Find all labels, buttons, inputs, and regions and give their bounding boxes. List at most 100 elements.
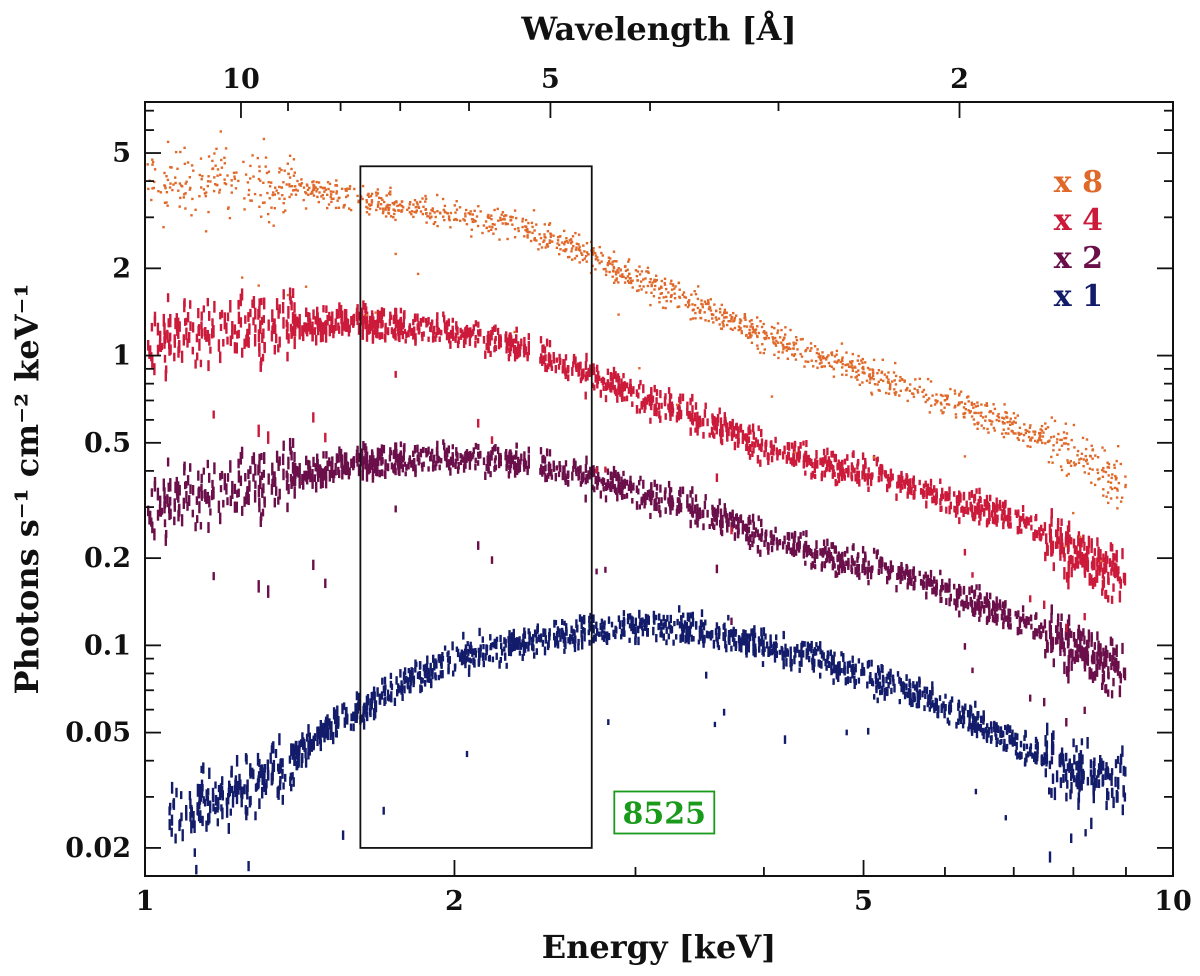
data-bar — [897, 481, 900, 487]
data-bar — [263, 342, 266, 350]
data-bar — [616, 394, 619, 403]
data-point — [636, 270, 640, 273]
data-bar — [444, 454, 447, 462]
data-bar — [887, 572, 891, 581]
data-bar — [933, 702, 936, 711]
data-bar — [446, 657, 450, 663]
data-point — [232, 171, 236, 174]
data-bar — [925, 500, 928, 509]
data-bar — [634, 637, 637, 646]
data-point — [578, 249, 582, 252]
data-bar — [403, 685, 406, 694]
data-bar — [730, 617, 733, 625]
data-point — [376, 203, 380, 206]
data-bar — [1069, 789, 1072, 800]
data-bar — [785, 544, 788, 554]
data-bar — [738, 644, 741, 652]
data-bar — [397, 327, 400, 334]
data-bar — [574, 356, 577, 365]
data-bar — [612, 384, 615, 390]
data-bar — [570, 634, 573, 640]
data-point — [1029, 424, 1032, 427]
data-bar — [499, 334, 502, 342]
data-bar — [369, 698, 372, 709]
data-point — [922, 388, 926, 392]
data-bar — [198, 800, 201, 810]
data-bar — [542, 454, 545, 464]
data-bar — [1053, 787, 1057, 801]
data-bar — [854, 567, 857, 575]
data-bar — [332, 731, 335, 745]
data-bar — [434, 335, 437, 342]
data-point — [526, 234, 529, 237]
data-bar — [834, 545, 837, 554]
data-bar — [361, 329, 364, 340]
data-bar — [826, 655, 829, 664]
data-bar — [675, 415, 679, 423]
data-bar — [877, 568, 880, 575]
data-bar — [166, 457, 170, 467]
data-bar — [727, 634, 731, 641]
data-bar — [261, 508, 265, 517]
data-bar — [675, 508, 679, 516]
data-bar — [271, 309, 274, 323]
data-point — [479, 210, 482, 213]
data-bar — [496, 327, 500, 336]
data-bar — [543, 629, 546, 637]
data-bar — [607, 616, 611, 624]
data-bar — [627, 613, 630, 622]
data-bar — [311, 329, 314, 342]
data-bar — [362, 712, 365, 723]
data-bar — [1050, 612, 1053, 624]
data-bar — [459, 453, 462, 459]
data-bar — [813, 557, 816, 564]
data-point — [1041, 441, 1044, 445]
data-bar — [1065, 531, 1068, 539]
data-bar — [979, 610, 982, 618]
data-bar — [163, 487, 166, 500]
data-bar — [966, 602, 970, 608]
data-bar — [931, 587, 934, 595]
data-point — [214, 183, 217, 186]
data-bar — [775, 650, 778, 658]
data-point — [1009, 417, 1012, 420]
data-bar — [1067, 655, 1070, 663]
data-bar — [1068, 628, 1071, 638]
data-bar — [677, 505, 680, 514]
data-point — [442, 215, 445, 218]
data-bar — [156, 322, 160, 336]
data-bar — [746, 445, 750, 452]
data-bar — [866, 566, 869, 574]
data-bar — [655, 492, 658, 499]
data-bar — [380, 319, 383, 327]
data-bar — [329, 727, 332, 740]
data-bar — [1030, 524, 1033, 531]
data-bar — [599, 490, 602, 499]
data-bar — [842, 564, 846, 571]
data-bar — [1020, 616, 1023, 623]
data-bar — [968, 491, 971, 501]
data-bar — [1057, 518, 1060, 526]
data-bar — [262, 778, 266, 790]
data-bar — [840, 475, 844, 482]
data-bar — [727, 428, 730, 437]
data-bar — [971, 721, 975, 730]
data-bar — [202, 762, 205, 774]
data-bar — [577, 475, 580, 481]
data-bar — [752, 632, 756, 641]
data-bar — [1040, 524, 1043, 532]
data-bar — [190, 804, 193, 814]
data-bar — [208, 495, 211, 508]
data-point — [1088, 467, 1092, 470]
data-bar — [1066, 780, 1069, 789]
data-bar — [185, 327, 188, 341]
data-bar — [747, 516, 750, 526]
data-bar — [644, 613, 648, 622]
data-point — [1109, 486, 1112, 489]
data-point — [1038, 438, 1041, 441]
data-bar — [233, 342, 237, 354]
data-bar — [370, 319, 374, 331]
data-bar — [1068, 758, 1071, 772]
data-bar — [1105, 800, 1108, 811]
data-bar — [588, 474, 591, 480]
